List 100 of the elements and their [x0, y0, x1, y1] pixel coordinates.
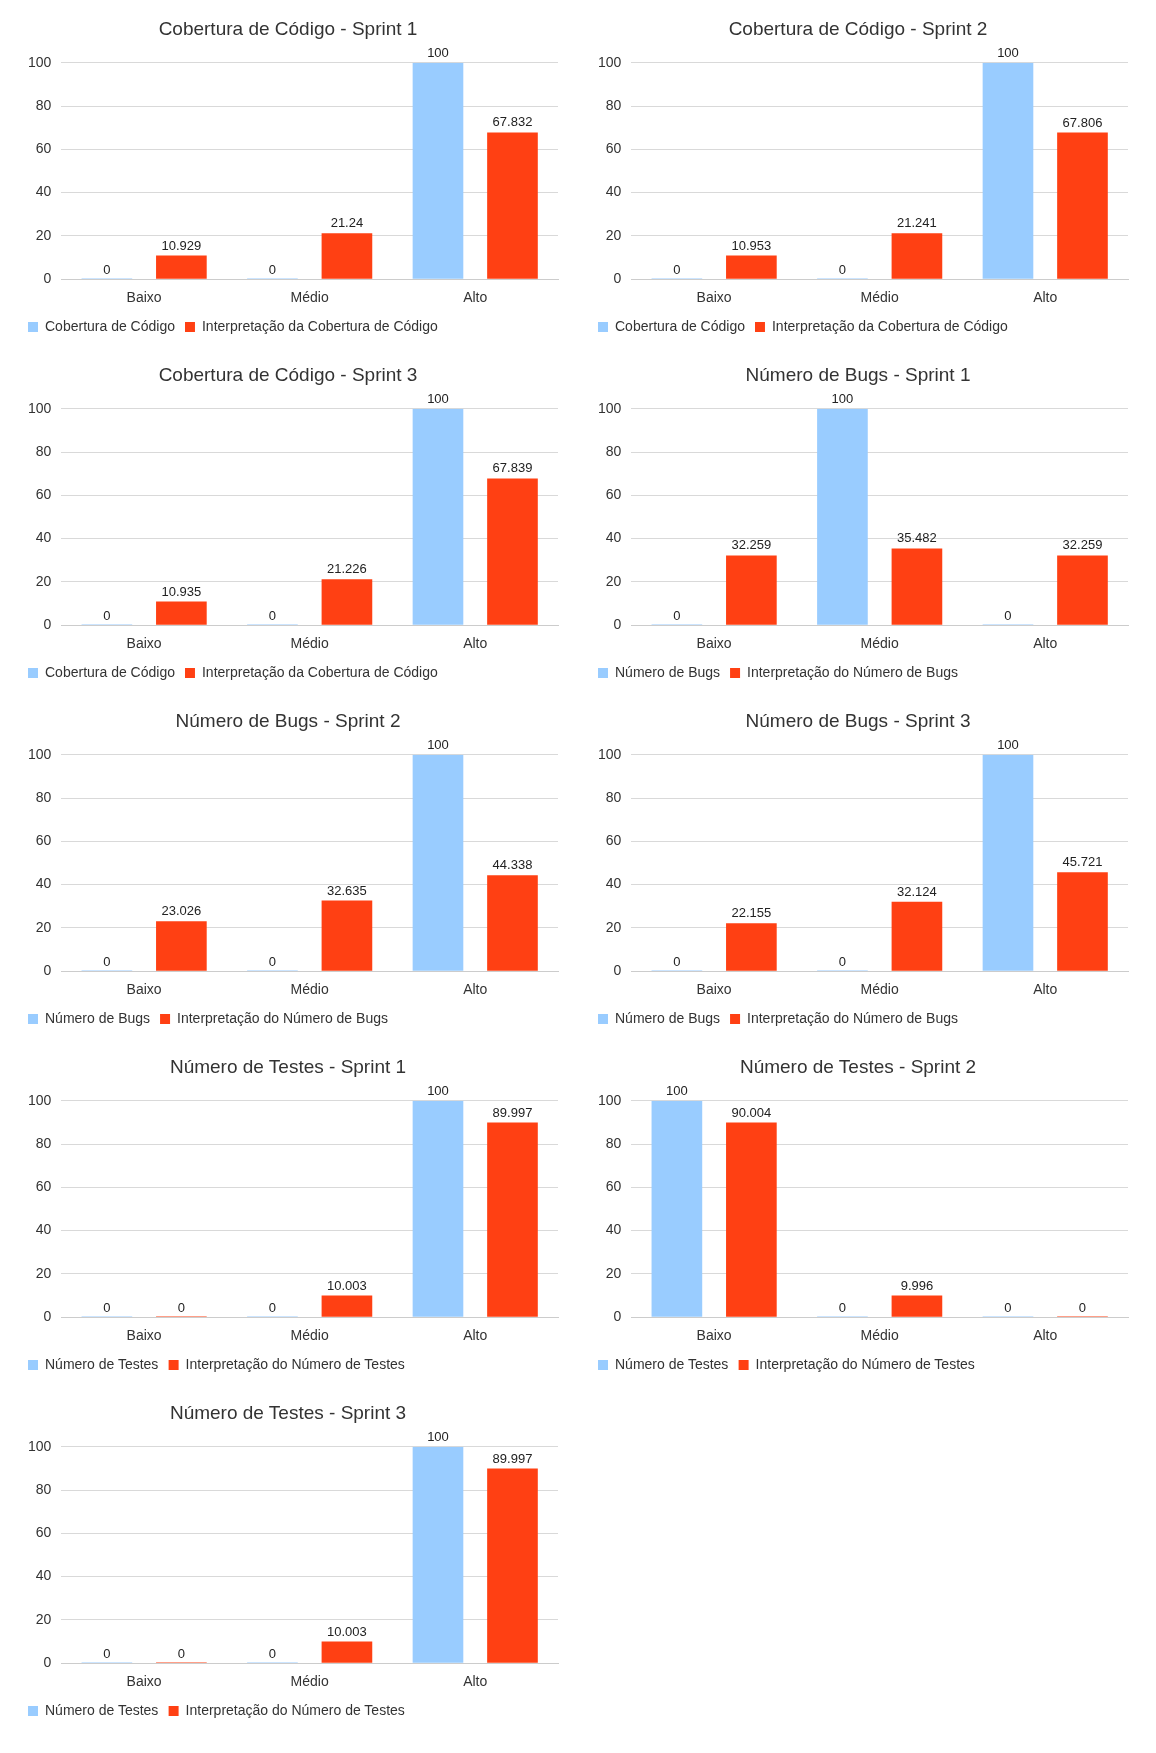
- bar: [726, 923, 777, 971]
- y-tick-label: 40: [35, 1567, 52, 1584]
- x-tick-label: Baixo: [696, 635, 732, 652]
- y-tick-label: 60: [35, 1178, 52, 1195]
- bar: [412, 1446, 464, 1663]
- x-tick-label: Médio: [860, 1327, 899, 1344]
- y-tick-label: 100: [28, 1091, 52, 1108]
- chart-title: Número de Testes - Sprint 2: [739, 1055, 977, 1077]
- data-label: 100: [427, 1082, 449, 1098]
- data-label: 89.997: [492, 1104, 533, 1120]
- y-tick-label: 20: [35, 1264, 52, 1281]
- bar: [487, 478, 538, 625]
- y-tick-label: 20: [605, 1264, 622, 1281]
- chart-title: Número de Bugs - Sprint 3: [745, 709, 971, 731]
- legend-label: Cobertura de Código: [45, 663, 176, 680]
- bar: [891, 548, 943, 625]
- x-tick-label: Alto: [463, 289, 488, 306]
- y-tick-label: 80: [605, 788, 622, 805]
- x-tick-label: Médio: [290, 1327, 329, 1344]
- data-label: 100: [427, 1428, 449, 1444]
- y-tick-label: 100: [598, 1091, 622, 1108]
- y-tick-label: 40: [605, 183, 622, 200]
- y-tick-label: 80: [605, 442, 622, 459]
- x-tick-label: Médio: [290, 981, 329, 998]
- y-tick-label: 0: [43, 270, 52, 287]
- bar: [321, 233, 373, 279]
- data-label: 35.482: [897, 530, 937, 546]
- bar: [891, 233, 943, 279]
- x-tick-label: Alto: [463, 635, 488, 652]
- data-label: 0: [177, 1646, 185, 1662]
- x-tick-label: Alto: [1033, 635, 1058, 652]
- y-tick-label: 60: [35, 140, 52, 157]
- bar: [412, 1100, 464, 1317]
- legend-label: Cobertura de Código: [45, 317, 176, 334]
- x-tick-label: Alto: [463, 1327, 488, 1344]
- bar: [321, 900, 373, 971]
- y-tick-label: 60: [605, 832, 622, 849]
- y-tick-label: 80: [35, 1134, 52, 1151]
- bar: [1057, 872, 1108, 971]
- data-label: 90.004: [731, 1104, 772, 1120]
- bar: [726, 1122, 777, 1317]
- bar: [982, 62, 1034, 279]
- bar: [651, 1100, 703, 1317]
- y-tick-label: 60: [605, 1178, 622, 1195]
- x-tick-label: Médio: [290, 1673, 329, 1690]
- y-tick-label: 20: [605, 918, 622, 935]
- data-label: 10.953: [731, 237, 772, 253]
- chart-title: Número de Testes - Sprint 1: [169, 1055, 407, 1077]
- y-tick-label: 40: [605, 875, 622, 892]
- legend-label: Número de Testes: [45, 1701, 159, 1718]
- x-tick-label: Médio: [290, 635, 329, 652]
- y-tick-label: 40: [35, 1221, 52, 1238]
- y-tick-label: 60: [605, 140, 622, 157]
- data-label: 32.259: [731, 537, 772, 553]
- legend-label: Interpretação da Cobertura de Código: [201, 317, 438, 334]
- bar: [726, 255, 777, 279]
- data-label: 0: [673, 608, 681, 624]
- data-label: 10.929: [161, 237, 202, 253]
- y-tick-label: 0: [613, 1308, 622, 1325]
- y-tick-label: 20: [35, 1610, 52, 1627]
- data-label: 10.003: [327, 1623, 367, 1639]
- bar: [321, 1295, 373, 1317]
- data-label: 0: [268, 1646, 277, 1662]
- data-label: 100: [427, 736, 449, 752]
- y-tick-label: 40: [35, 529, 52, 546]
- x-tick-label: Baixo: [126, 1327, 162, 1344]
- y-tick-label: 60: [605, 486, 622, 503]
- y-tick-label: 100: [598, 399, 622, 416]
- legend-label: Interpretação da Cobertura de Código: [201, 663, 438, 680]
- legend-label: Cobertura de Código: [615, 317, 746, 334]
- legend-label: Interpretação do Número de Testes: [185, 1355, 405, 1372]
- data-label: 32.259: [1062, 537, 1103, 553]
- data-label: 0: [103, 608, 111, 624]
- y-tick-label: 20: [605, 572, 622, 589]
- x-tick-label: Baixo: [696, 1327, 732, 1344]
- x-tick-label: Baixo: [126, 635, 162, 652]
- y-tick-label: 0: [43, 1308, 52, 1325]
- data-label: 0: [103, 1300, 111, 1316]
- legend-label: Interpretação do Número de Testes: [185, 1701, 405, 1718]
- y-tick-label: 60: [35, 832, 52, 849]
- chart-title: Cobertura de Código - Sprint 1: [158, 17, 418, 39]
- y-tick-label: 100: [598, 53, 622, 70]
- bar: [726, 555, 777, 625]
- chart-title: Cobertura de Código - Sprint 3: [158, 363, 418, 385]
- data-label: 100: [997, 44, 1019, 60]
- y-tick-label: 0: [43, 616, 52, 633]
- y-tick-label: 0: [613, 616, 622, 633]
- data-label: 0: [1078, 1300, 1087, 1316]
- x-tick-label: Baixo: [126, 289, 162, 306]
- data-label: 100: [427, 44, 449, 60]
- data-label: 21.24: [330, 215, 364, 231]
- bar: [891, 1295, 943, 1317]
- bar: [156, 601, 207, 625]
- data-label: 0: [838, 954, 847, 970]
- legend-label: Interpretação do Número de Bugs: [747, 1009, 958, 1026]
- y-tick-label: 0: [613, 962, 622, 979]
- chart-title: Cobertura de Código - Sprint 2: [728, 17, 988, 39]
- y-tick-label: 80: [35, 788, 52, 805]
- y-tick-label: 0: [613, 270, 622, 287]
- x-tick-label: Médio: [290, 289, 329, 306]
